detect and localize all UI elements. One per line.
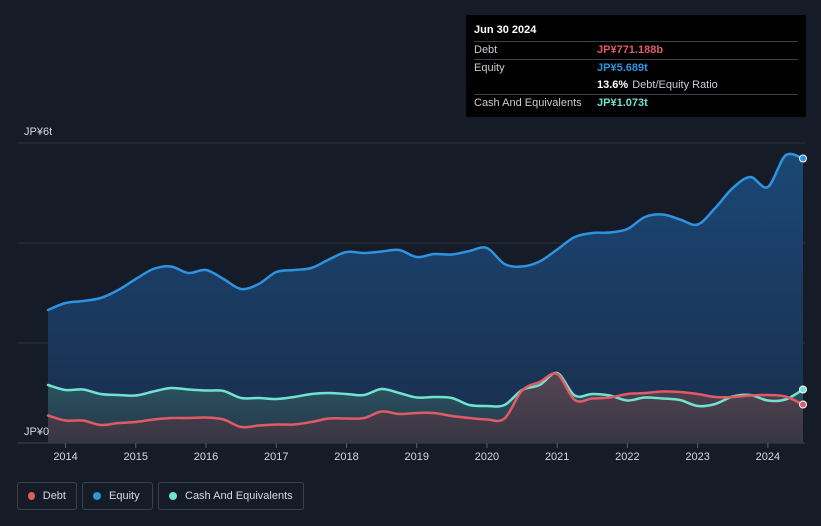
x-tick-label: 2016 bbox=[194, 451, 218, 463]
legend-cash-label: Cash And Equivalents bbox=[185, 490, 293, 502]
series-areas bbox=[48, 153, 803, 443]
tooltip-row-ratio: 13.6% Debt/Equity Ratio bbox=[474, 77, 798, 94]
tooltip: Jun 30 2024 Debt JP¥771.188b Equity JP¥5… bbox=[466, 15, 806, 117]
series-lines bbox=[46, 152, 807, 429]
x-tick-label: 2019 bbox=[404, 451, 428, 463]
x-tick-label: 2022 bbox=[615, 451, 639, 463]
y-axis-label-top: JP¥6t bbox=[24, 126, 52, 138]
legend-equity-label: Equity bbox=[109, 490, 140, 502]
tooltip-equity-value: JP¥5.689t bbox=[597, 62, 648, 74]
x-tick-label: 2017 bbox=[264, 451, 288, 463]
tooltip-row-debt: Debt JP¥771.188b bbox=[474, 41, 798, 59]
cash-dot-icon bbox=[169, 492, 177, 500]
equity-area bbox=[48, 153, 803, 443]
tooltip-row-cash: Cash And Equivalents JP¥1.073t bbox=[474, 94, 798, 112]
debt-end-point bbox=[799, 400, 807, 409]
tooltip-cash-value: JP¥1.073t bbox=[597, 97, 648, 109]
tooltip-date: Jun 30 2024 bbox=[474, 24, 537, 36]
tooltip-equity-label: Equity bbox=[474, 62, 505, 74]
debt-area bbox=[48, 373, 803, 443]
x-tick-label: 2018 bbox=[334, 451, 358, 463]
legend-item-cash[interactable]: Cash And Equivalents bbox=[158, 482, 304, 510]
cash-end-point bbox=[799, 385, 807, 394]
tooltip-row-equity: Equity JP¥5.689t bbox=[474, 59, 798, 77]
legend-item-debt[interactable]: Debt bbox=[17, 482, 77, 510]
equity-end-point bbox=[799, 154, 807, 163]
debt-dot-icon bbox=[28, 492, 35, 500]
x-axis-ticks: 2014 2015 2016 2017 2018 2019 2020 2021 2022 2023… bbox=[53, 443, 780, 463]
x-tick-label: 2023 bbox=[685, 451, 709, 463]
debt-line bbox=[46, 372, 805, 429]
tooltip-ratio-value: 13.6% bbox=[597, 79, 629, 91]
legend-item-equity[interactable]: Equity bbox=[82, 482, 153, 510]
equity-dot-icon bbox=[93, 492, 101, 500]
y-axis-label-bottom: JP¥0 bbox=[24, 426, 49, 438]
cash-line bbox=[46, 371, 805, 408]
x-tick-label: 2021 bbox=[545, 451, 569, 463]
tooltip-debt-value: JP¥771.188b bbox=[597, 44, 664, 56]
legend-debt-label: Debt bbox=[42, 490, 66, 502]
x-tick-label: 2024 bbox=[756, 451, 780, 463]
tooltip-ratio-label: Debt/Equity Ratio bbox=[632, 79, 718, 91]
x-tick-label: 2014 bbox=[53, 451, 77, 463]
x-tick-label: 2020 bbox=[475, 451, 499, 463]
equity-line bbox=[46, 152, 805, 312]
tooltip-cash-label: Cash And Equivalents bbox=[474, 97, 582, 109]
tooltip-debt-label: Debt bbox=[474, 44, 498, 56]
x-tick-label: 2015 bbox=[124, 451, 148, 463]
